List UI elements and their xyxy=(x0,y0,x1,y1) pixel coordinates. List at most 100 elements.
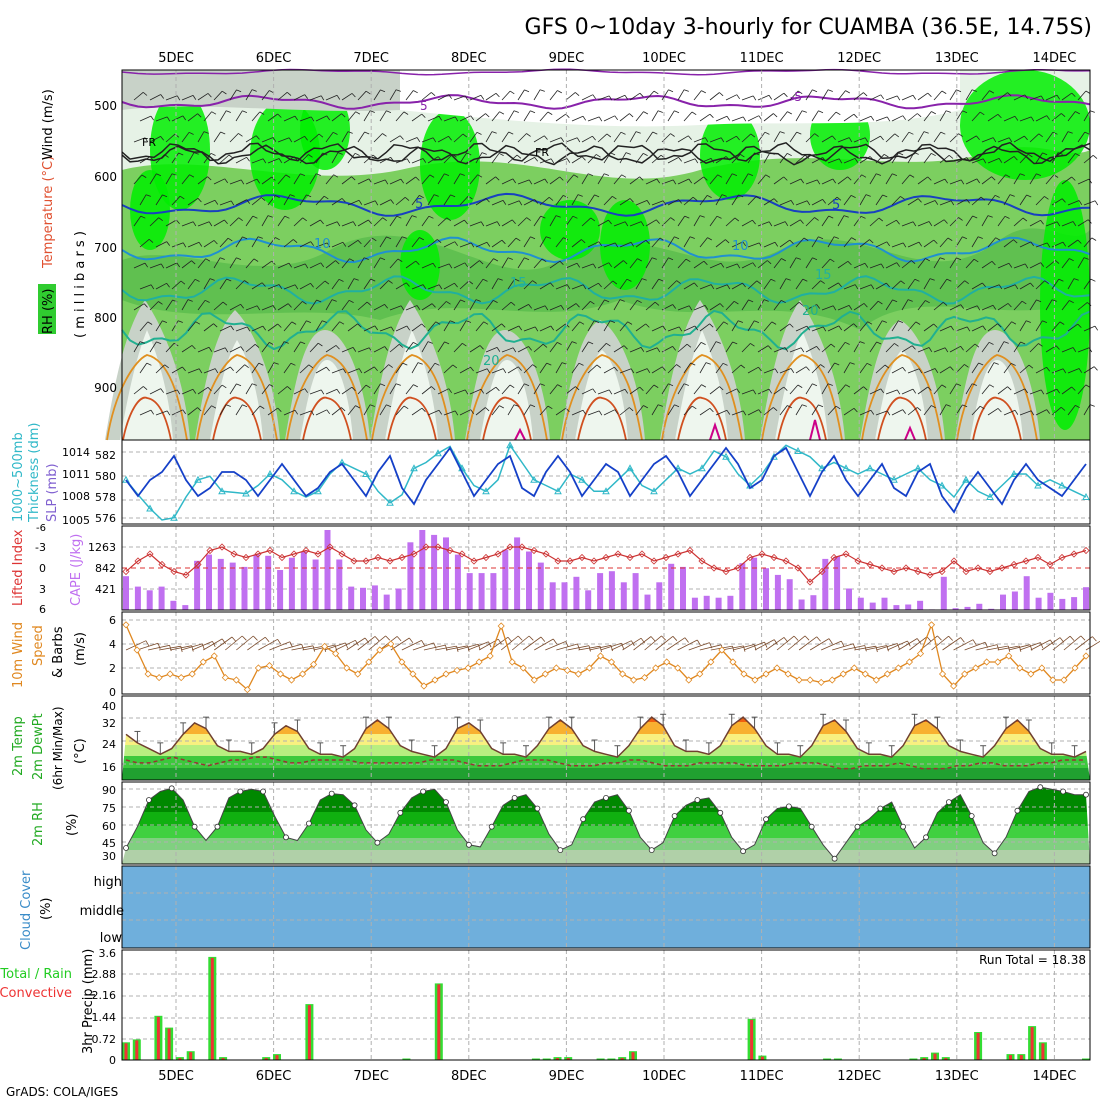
wind-barb xyxy=(795,200,808,206)
wind-barb-flag xyxy=(710,284,715,290)
wind-point xyxy=(133,646,141,654)
wind-barb xyxy=(427,409,440,416)
li-tick: 6 xyxy=(39,603,46,616)
wind-barb xyxy=(395,325,408,332)
wind-barb xyxy=(149,301,159,311)
wind-barb-flag xyxy=(854,158,859,163)
wind-barb-flag xyxy=(827,89,833,92)
wind-barb xyxy=(197,300,206,311)
wind-barb xyxy=(507,404,515,416)
wind-barb-flag xyxy=(491,131,497,134)
wind-barb-flag xyxy=(431,303,436,308)
cape-bar xyxy=(478,573,485,610)
wind-barb xyxy=(923,405,932,416)
wind-barb-flag xyxy=(926,636,932,642)
wind-barb-flag xyxy=(608,95,613,101)
wind-barb-flag xyxy=(577,194,583,197)
wind-barb-flag xyxy=(498,152,504,156)
wind-barb-flag xyxy=(277,323,282,328)
wind-barb-flag xyxy=(907,299,913,302)
wind-barb xyxy=(341,221,354,227)
wind-barb-flag xyxy=(264,636,270,643)
wind-barb-flag xyxy=(345,642,349,649)
wind-barb-flag xyxy=(993,362,999,365)
wind-point xyxy=(916,650,925,658)
wind-barb-flag xyxy=(575,386,580,391)
wind-barb-flag xyxy=(956,89,962,93)
wind-grid xyxy=(122,612,1090,694)
wind-barb-flag xyxy=(704,137,709,143)
wind-barb-flag xyxy=(771,321,777,325)
wind-barb-flag xyxy=(641,278,647,281)
cape-bar xyxy=(668,563,675,610)
rh-point xyxy=(328,790,335,797)
pressure-axis-label: ( m i l l i b a r s ) xyxy=(73,231,88,338)
wind-barb-flag xyxy=(176,262,181,268)
wind-barb-flag xyxy=(289,194,295,197)
wind-barb-flag xyxy=(244,280,249,284)
wind-barb-flag xyxy=(869,239,874,244)
wind-barb-flag xyxy=(316,299,322,303)
wind-barb xyxy=(267,158,280,164)
rh-point xyxy=(900,823,906,830)
wind-barb xyxy=(763,278,772,290)
wind-barb xyxy=(949,89,957,101)
wind-barb xyxy=(149,173,157,185)
wind-barb-flag xyxy=(998,158,1003,163)
wind-barb-flag xyxy=(948,154,954,159)
wind-barb-flag xyxy=(1078,200,1083,206)
wind-barb-flag xyxy=(736,263,741,269)
wind-barb xyxy=(485,176,496,185)
li-point xyxy=(746,553,754,562)
wind-barb-flag xyxy=(653,384,659,388)
wind-barb-flag xyxy=(927,386,932,391)
wind-barb-flag xyxy=(833,236,839,239)
wind-barb-flag xyxy=(273,362,279,365)
wind-barb xyxy=(971,405,981,416)
wind-barb xyxy=(565,386,576,395)
wind-barb-flag xyxy=(725,239,730,244)
wind-barb xyxy=(1003,409,1016,416)
wind-barb-flag xyxy=(876,341,882,345)
wind-barb-flag xyxy=(485,198,490,203)
wind-barb-flag xyxy=(1042,320,1048,323)
wind-barb xyxy=(1052,635,1071,651)
slp-thickness-panel: 582 580 578 576 1014 1011 1008 1005 1000… xyxy=(11,423,1091,527)
wind-barb-flag xyxy=(275,195,280,199)
cape-bar xyxy=(774,574,781,610)
wind-barb xyxy=(155,241,167,248)
wind-barb-flag xyxy=(693,282,698,287)
wind-barb-flag xyxy=(719,386,724,391)
wind-barb xyxy=(571,156,583,164)
wind-barb xyxy=(315,195,325,206)
wind-barb-flag xyxy=(460,299,466,303)
wind-barb-flag xyxy=(428,215,434,219)
wind-barb xyxy=(885,133,896,143)
wind-barb-flag xyxy=(934,200,939,205)
wind-barb-flag xyxy=(211,405,217,409)
wind-barb xyxy=(203,240,215,248)
cape-bar xyxy=(454,554,461,610)
wind-barb xyxy=(827,325,840,332)
cape-bar xyxy=(620,582,627,610)
wind-barb xyxy=(875,194,883,206)
wind-barb xyxy=(1035,409,1047,416)
wind-point xyxy=(243,686,251,694)
contour-label: FR xyxy=(535,146,549,159)
wind-barb-flag xyxy=(144,262,149,268)
wind-barb-flag xyxy=(740,364,746,369)
wind-barb-flag xyxy=(220,131,226,135)
rh-markers xyxy=(123,784,1089,862)
wind-barb-flag xyxy=(495,176,500,181)
thickness-point xyxy=(506,441,514,449)
wind-barb xyxy=(219,366,231,374)
li-point xyxy=(254,550,262,558)
wind-barb xyxy=(395,196,406,206)
li-point xyxy=(230,550,238,558)
wind-barb-flag xyxy=(831,135,836,140)
wind-barb-flag xyxy=(524,257,530,261)
wind-barb xyxy=(939,366,951,374)
wind-barb xyxy=(133,215,142,227)
wind-barb xyxy=(555,195,564,206)
wind-barb xyxy=(693,215,701,227)
